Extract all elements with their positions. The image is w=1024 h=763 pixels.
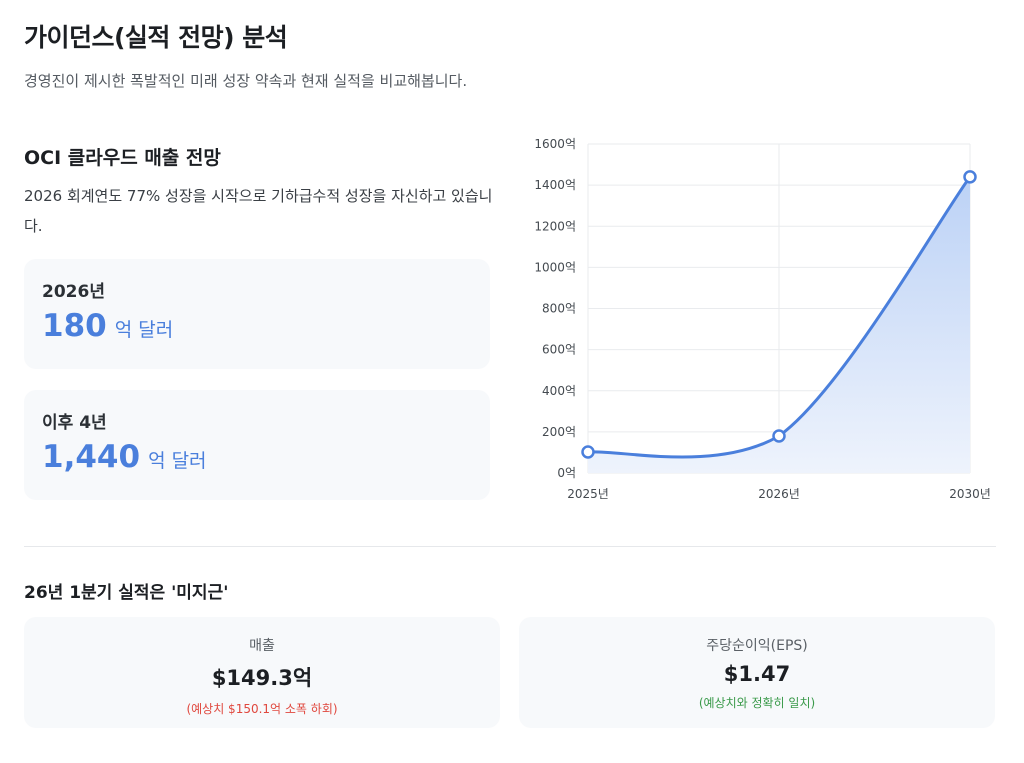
metric-label: 매출 [249,638,275,654]
y-tick-label: 600억 [542,343,576,357]
chart-svg: 0억 200억 400억 600억 800억 1000억 1200억 1400억 1600억 20… [534,137,991,501]
metric-note: (예상치와 정확히 일치) [698,696,816,710]
stat-card-unit: 억 달러 [148,450,207,472]
stat-card-unit: 억 달러 [114,319,174,341]
stat-card-next-4-years: 이후 4년 1,440 억 달러 [24,390,490,500]
y-tick-label: 800억 [542,302,576,316]
series-line [586,175,972,459]
y-tick-label: 1200억 [534,219,576,233]
y-tick-label: 0억 [557,466,576,480]
data-point [581,445,595,459]
y-tick-label: 200억 [542,425,576,439]
section-divider [24,546,996,547]
y-tick-label: 1600억 [534,137,576,151]
metric-label: 주당순이익(EPS) [706,638,808,654]
data-point [772,429,786,443]
x-tick-label: 2025년 [567,487,609,501]
metric-card-eps: 주당순이익(EPS) $1.47 (예상치와 정확히 일치) [519,617,995,728]
page-subtitle: 경영진이 제시한 폭발적인 미래 성장 약속과 현재 실적을 비교해봅니다. [24,72,468,90]
oci-revenue-chart: 0억 200억 400억 600억 800억 1000억 1200억 1400억 1600억 20… [520,130,1000,515]
q1-section-title: 26년 1분기 실적은 '미지근' [24,583,229,603]
stat-card-value: 1,440 [42,439,141,475]
metric-note: (예상치 $150.1억 소폭 하회) [186,702,338,716]
metric-value: $149.3억 [211,666,313,690]
y-tick-label: 1000억 [534,260,576,274]
metric-card-revenue: 매출 $149.3억 (예상치 $150.1억 소폭 하회) [24,617,500,728]
metric-value: $1.47 [723,662,791,686]
y-tick-label: 1400억 [534,178,576,192]
data-point [963,170,977,184]
oci-section-title: OCI 클라우드 매출 전망 [24,147,221,169]
stat-card-label: 2026년 [42,282,105,302]
stat-card-label: 이후 4년 [42,413,107,433]
x-tick-label: 2026년 [758,487,800,501]
oci-section-description: 2026 회계연도 77% 성장을 시작으로 기하급수적 성장을 자신하고 있습… [24,187,493,235]
page-title: 가이던스(실적 전망) 분석 [24,23,288,52]
x-tick-label: 2030년 [949,487,991,501]
stat-card-2026: 2026년 180 억 달러 [24,259,490,369]
series-area-fill [588,176,970,473]
y-tick-label: 400억 [542,384,576,398]
stat-card-value: 180 [42,308,107,344]
